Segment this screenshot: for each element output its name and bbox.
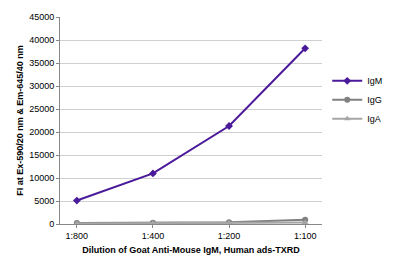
svg-text:0: 0 <box>49 219 54 229</box>
svg-text:40000: 40000 <box>29 35 54 45</box>
svg-text:35000: 35000 <box>29 58 54 68</box>
svg-text:Dilution of Goat Anti-Mouse Ig: Dilution of Goat Anti-Mouse IgM, Human a… <box>82 245 300 255</box>
svg-text:25000: 25000 <box>29 104 54 114</box>
svg-text:FI at Ex-590/20 nm & Em-645/40: FI at Ex-590/20 nm & Em-645/40 nm <box>15 45 25 196</box>
svg-text:10000: 10000 <box>29 173 54 183</box>
svg-text:15000: 15000 <box>29 150 54 160</box>
svg-text:1:400: 1:400 <box>142 231 165 241</box>
svg-text:5000: 5000 <box>34 196 54 206</box>
svg-text:1:200: 1:200 <box>218 231 241 241</box>
svg-text:30000: 30000 <box>29 81 54 91</box>
svg-text:1:800: 1:800 <box>66 231 89 241</box>
svg-text:20000: 20000 <box>29 127 54 137</box>
svg-text:IgG: IgG <box>367 95 382 105</box>
svg-text:IgM: IgM <box>367 76 382 86</box>
svg-text:IgA: IgA <box>367 114 381 124</box>
svg-text:1:100: 1:100 <box>294 231 317 241</box>
svg-text:45000: 45000 <box>29 12 54 22</box>
